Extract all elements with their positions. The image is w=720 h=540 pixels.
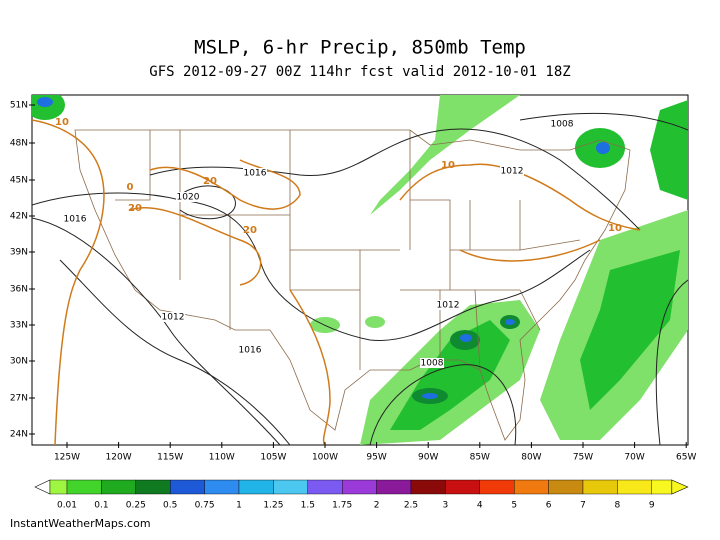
lon-label: 115W [157,453,183,463]
temp-label: 20 [128,203,142,214]
lat-label: 27N [10,394,28,404]
isobar-label-bg [238,345,262,355]
lon-label: 70W [624,453,644,463]
colorbar-swatch [514,479,549,495]
colorbar-label: 4 [477,501,483,511]
colorbar-label: 2 [374,501,380,511]
colorbar-swatch [238,479,274,495]
temp-label: 0 [127,182,134,193]
colorbar-swatch [479,479,515,495]
lat-label: 30N [10,357,28,367]
isobar-label: 1012 [162,313,185,323]
colorbar-label: 8 [615,501,621,511]
colorbar-swatch [66,479,102,495]
title: MSLP, 6-hr Precip, 850mb Temp [194,37,526,59]
lat-label: 24N [10,430,28,440]
temp-label: 10 [608,223,622,234]
colorbar-label: 0.25 [126,501,146,511]
colorbar-label: 7 [580,501,586,511]
lon-label: 80W [521,453,541,463]
colorbar-swatch [617,479,653,495]
colorbar-label: 0.1 [94,501,108,511]
colorbar-swatch [376,479,412,495]
colorbar-label: 1.5 [301,501,315,511]
precip [32,95,688,445]
colorbar-label: 5 [511,501,517,511]
lon-label: 85W [470,453,490,463]
colorbar: 0.01 0.1 0.25 0.5 0.75 1 1.25 1.5 1.75 2 2.5 3 4 5 6 7 8… [34,479,689,511]
isobar-label-bg [436,300,460,310]
colorbar-label: 3 [443,501,449,511]
colorbar-label: 1.25 [263,501,283,511]
colorbar-swatch [410,479,446,495]
colorbar-swatch [307,479,343,495]
lon-label: 100W [312,453,338,463]
colorbar-swatch [135,479,171,495]
colorbar-label: 1.75 [332,501,352,511]
isobar-label-bg [550,119,574,129]
isobar-label: 1016 [64,215,87,225]
colorbar-label: 2.5 [404,501,418,511]
temp-label: 10 [441,160,455,171]
lon-label: 120W [106,453,132,463]
lat-label: 42N [10,212,28,222]
colorbar-arrow-left [34,479,51,495]
credit: InstantWeatherMaps.com [10,517,151,530]
borders [74,129,631,441]
lat-label: 45N [10,176,28,186]
isobar-label: 1012 [501,167,524,177]
lon-label: 65W [676,453,696,463]
colorbar-swatch [582,479,618,495]
isobar-label-bg [176,192,200,202]
isobar-label-bg [420,358,444,368]
colorbar-swatch [548,479,584,495]
lat-label: 48N [10,139,28,149]
temp-label: 20 [243,225,257,236]
lat-label: 33N [10,321,28,331]
isobar-label-bg [63,214,87,224]
lat-label: 36N [10,285,28,295]
isobar-label: 1008 [551,120,574,130]
lon-label: 75W [573,453,593,463]
lon-label: 105W [260,453,286,463]
colorbar-swatch [204,479,240,495]
lon-label: 90W [418,453,438,463]
colorbar-label: 0.5 [163,501,177,511]
colorbar-swatch [169,479,205,495]
map: 51N 48N 45N 42N 39N 36N 33N 30N 27N 24N 125W 120W 11… [10,94,696,463]
isobar-label: 1012 [437,301,460,311]
colorbar-swatch [101,479,137,495]
isobar-label: 1016 [239,346,262,356]
colorbar-swatch [651,479,672,495]
isobar-label-bg [161,312,185,322]
subtitle: GFS 2012-09-27 00Z 114hr fcst valid 2012… [149,64,570,80]
temp-label: 20 [203,176,217,187]
lon-label: 110W [209,453,235,463]
colorbar-label: 9 [649,501,655,511]
colorbar-swatch [342,479,377,495]
lat-label: 51N [10,101,28,111]
colorbar-arrow-right [671,479,689,495]
temp-label: 10 [55,117,69,128]
isobar-label: 1020 [177,193,200,203]
lon-label: 125W [54,453,80,463]
colorbar-label: 1 [236,501,242,511]
isobar-label: 1016 [244,169,267,179]
colorbar-swatch [445,479,480,495]
isobar-label-bg [243,168,267,178]
colorbar-label: 0.01 [57,501,77,511]
colorbar-swatch [273,479,308,495]
isobar-label: 1008 [421,359,444,369]
colorbar-label: 0.75 [195,501,215,511]
colorbar-swatch [49,479,68,495]
lat-label: 39N [10,248,28,258]
lon-label: 95W [366,453,386,463]
isobar-label-bg [500,166,524,176]
colorbar-label: 6 [546,501,552,511]
